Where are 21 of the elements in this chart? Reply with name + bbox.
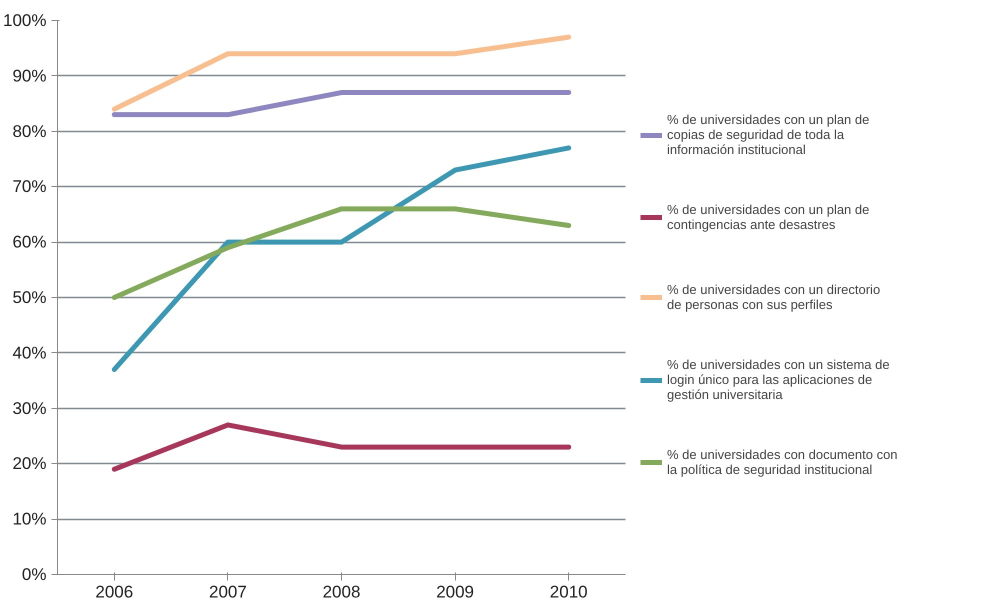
y-tick-label: 40%	[12, 343, 47, 362]
legend-label: % de universidades con un plan de copias de seguridad de toda la información institucional	[667, 112, 870, 157]
y-tick-label: 30%	[12, 398, 47, 418]
y-tick-label: 50%	[12, 288, 47, 307]
x-tick-label: 2008	[322, 582, 360, 602]
y-tick-label: 10%	[12, 510, 47, 529]
x-tick-label: 2009	[436, 582, 474, 602]
y-tick-label: 20%	[12, 454, 47, 474]
legend-label: % de universidades con un plan de contingencias ante desastres	[667, 201, 870, 234]
y-tick-label: 0%	[22, 565, 47, 584]
y-tick-label: 60%	[12, 232, 47, 252]
y-tick-label: 80%	[12, 122, 47, 141]
legend-label: % de universidades con un directorio de personas con sus perfiles	[667, 281, 880, 314]
y-tick-label: 70%	[12, 177, 47, 196]
y-tick-label: 90%	[12, 66, 47, 86]
legend-label: % de universidades con un sistema de login único para las aplicaciones de gestión universitaria	[667, 357, 890, 402]
x-tick-label: 2007	[208, 582, 247, 602]
legend-label: % de universidades con documento con la política de seguridad institucional	[667, 446, 898, 479]
y-tick-label: 100%	[3, 11, 47, 30]
x-tick-label: 2006	[95, 582, 134, 602]
x-tick-label: 2010	[550, 582, 588, 602]
